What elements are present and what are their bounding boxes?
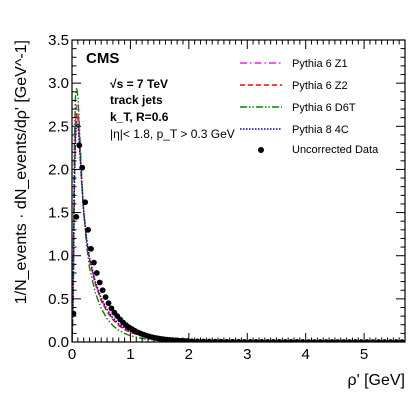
data-point (387, 339, 394, 342)
data-point (311, 339, 318, 342)
data-point (317, 339, 324, 342)
data-point (88, 245, 94, 252)
x-tick-label: 3 (243, 346, 251, 363)
data-point (364, 339, 370, 342)
legend-label-3: Pythia 8 4C (292, 124, 349, 136)
annotation-algorithm: k_T, R=0.6 (110, 110, 169, 124)
experiment-label: CMS (86, 50, 119, 67)
legend-label-0: Pythia 6 Z1 (292, 58, 348, 70)
data-point (241, 338, 248, 342)
y-tick-label: 3.5 (48, 32, 69, 49)
data-point (393, 339, 400, 342)
x-axis-label: ρ' [GeV] (347, 372, 405, 389)
y-tick-label: 0.5 (48, 291, 69, 308)
data-point (329, 339, 335, 342)
legend-label-1: Pythia 6 Z2 (292, 80, 348, 92)
data-point (76, 142, 83, 149)
legend-label-2: Pythia 6 D6T (292, 102, 356, 114)
data-point (399, 339, 405, 342)
data-point (352, 339, 359, 342)
annotation-energy: √s = 7 TeV (110, 77, 168, 91)
x-tick-label: 5 (360, 346, 368, 363)
data-point (85, 226, 91, 233)
data-point (381, 339, 388, 342)
data-point (194, 338, 201, 342)
data-point (73, 213, 80, 220)
data-point (340, 339, 347, 342)
data-point (247, 338, 254, 342)
data-point (369, 339, 376, 342)
y-tick-label: 1.5 (48, 205, 69, 222)
data-point (212, 338, 219, 342)
data-point (253, 338, 259, 342)
x-tick-label: 0 (68, 346, 76, 363)
y-tick-label: 2.0 (48, 161, 69, 178)
data-point (358, 339, 365, 342)
data-point (91, 259, 97, 266)
data-point (223, 338, 230, 342)
data-point (105, 300, 112, 307)
plot-frame (71, 39, 406, 343)
y-tick-label: 1.0 (48, 248, 69, 265)
x-tick-label: 2 (185, 346, 193, 363)
x-tick-label: 4 (302, 346, 310, 363)
y-tick-label: 3.0 (48, 75, 69, 92)
data-point (258, 339, 265, 342)
data-point (96, 279, 103, 286)
data-point (82, 199, 89, 206)
data-point (229, 338, 236, 342)
data-points-layer (72, 142, 405, 342)
y-tick-label: 0.0 (48, 334, 69, 351)
data-point (235, 338, 242, 342)
data-point (288, 339, 294, 342)
series-line-0 (72, 104, 405, 342)
data-point (346, 339, 353, 342)
data-point (72, 310, 77, 317)
data-point (323, 339, 330, 342)
data-point (276, 339, 283, 342)
data-point (188, 338, 195, 342)
legend-marker-4 (258, 147, 264, 153)
annotation-track-jets: track jets (110, 93, 163, 107)
legend-label-4: Uncorrected Data (292, 144, 379, 156)
data-point (200, 338, 207, 342)
data-point (93, 270, 100, 276)
data-point (375, 339, 382, 342)
annotation-cuts: |η|< 1.8, p_T > 0.3 GeV (110, 127, 235, 141)
data-point (218, 338, 224, 342)
y-tick-label: 2.5 (48, 118, 69, 135)
series-line-1 (72, 113, 405, 342)
data-point (206, 338, 213, 342)
data-point (270, 339, 277, 342)
data-point (99, 287, 106, 294)
legend: Pythia 6 Z1 Pythia 6 Z2 Pythia 6 D6T Pythia… (240, 58, 379, 156)
data-point (264, 339, 271, 342)
ticks-layer (71, 39, 406, 343)
y-tick-labels: 0.0 0.5 1.0 1.5 2.0 2.5 3.0 3.5 (48, 32, 69, 351)
data-point (305, 339, 312, 342)
data-point (102, 294, 109, 301)
data-point (294, 339, 300, 342)
data-point (334, 339, 341, 342)
x-tick-labels: 0 1 2 3 4 5 (68, 346, 368, 363)
data-point (299, 339, 306, 342)
data-point (108, 305, 115, 312)
x-tick-label: 1 (126, 346, 134, 363)
data-point (282, 339, 289, 342)
y-axis-label: 1/N_events · dN_events/dρ' [GeV^-1] (13, 40, 30, 304)
